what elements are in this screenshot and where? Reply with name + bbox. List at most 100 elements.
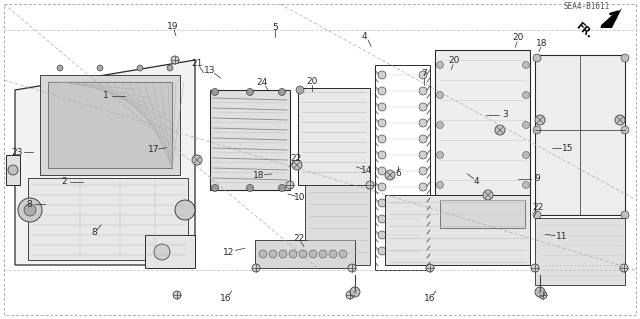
Circle shape	[531, 264, 539, 272]
Text: 7: 7	[421, 69, 426, 78]
Circle shape	[57, 65, 63, 71]
Circle shape	[366, 181, 374, 189]
Circle shape	[24, 204, 36, 216]
Text: 22: 22	[532, 203, 543, 212]
Circle shape	[522, 152, 529, 159]
Text: 4: 4	[362, 32, 367, 41]
Circle shape	[252, 264, 260, 272]
Circle shape	[419, 247, 427, 255]
Text: FR.: FR.	[574, 20, 594, 40]
Circle shape	[621, 54, 629, 62]
Circle shape	[539, 291, 547, 299]
Circle shape	[348, 264, 356, 272]
Circle shape	[419, 135, 427, 143]
Circle shape	[436, 206, 444, 213]
Circle shape	[309, 250, 317, 258]
Circle shape	[426, 264, 434, 272]
Circle shape	[329, 250, 337, 258]
Text: 14: 14	[361, 166, 372, 175]
Polygon shape	[385, 195, 530, 265]
Circle shape	[378, 71, 386, 79]
Text: 16: 16	[220, 294, 231, 303]
Text: 22: 22	[290, 154, 301, 163]
Circle shape	[522, 92, 529, 99]
Text: 19: 19	[167, 22, 179, 31]
Polygon shape	[15, 60, 195, 265]
Text: 5: 5	[273, 23, 278, 32]
Polygon shape	[535, 55, 625, 215]
Circle shape	[419, 231, 427, 239]
Text: 9: 9	[535, 174, 540, 183]
Circle shape	[419, 151, 427, 159]
Circle shape	[278, 184, 285, 191]
Circle shape	[419, 167, 427, 175]
Circle shape	[378, 215, 386, 223]
Text: 20: 20	[449, 56, 460, 65]
Circle shape	[378, 183, 386, 191]
Circle shape	[259, 250, 267, 258]
Text: 3: 3	[503, 110, 508, 119]
Circle shape	[192, 155, 202, 165]
Polygon shape	[145, 235, 195, 268]
Text: 6: 6	[396, 169, 401, 178]
Text: 8: 8	[92, 228, 97, 237]
Circle shape	[522, 206, 529, 213]
Polygon shape	[600, 8, 622, 28]
Circle shape	[615, 115, 625, 125]
Circle shape	[436, 152, 444, 159]
Text: 20: 20	[513, 33, 524, 42]
Text: 17: 17	[148, 145, 159, 154]
Polygon shape	[210, 90, 290, 190]
Circle shape	[620, 264, 628, 272]
Polygon shape	[28, 178, 188, 260]
Text: 11: 11	[556, 232, 567, 241]
Circle shape	[522, 182, 529, 189]
Polygon shape	[48, 82, 172, 168]
Circle shape	[154, 244, 170, 260]
Circle shape	[319, 250, 327, 258]
Circle shape	[97, 65, 103, 71]
Polygon shape	[440, 200, 525, 228]
Circle shape	[419, 119, 427, 127]
Circle shape	[535, 115, 545, 125]
Text: 4: 4	[474, 177, 479, 186]
Circle shape	[211, 184, 218, 191]
Text: 1: 1	[103, 91, 108, 100]
Text: 16: 16	[424, 294, 436, 303]
Circle shape	[292, 160, 302, 170]
Circle shape	[246, 88, 253, 95]
Text: 18: 18	[536, 39, 548, 48]
Circle shape	[246, 184, 253, 191]
Circle shape	[8, 165, 18, 175]
Text: 8: 8	[26, 200, 31, 209]
Circle shape	[18, 198, 42, 222]
Circle shape	[137, 65, 143, 71]
Circle shape	[378, 167, 386, 175]
Text: 20: 20	[306, 77, 317, 86]
Circle shape	[286, 181, 294, 189]
Circle shape	[269, 250, 277, 258]
Circle shape	[378, 87, 386, 95]
Circle shape	[419, 215, 427, 223]
Text: 15: 15	[562, 144, 573, 153]
Text: SEA4-B1611: SEA4-B1611	[563, 2, 609, 11]
Circle shape	[419, 87, 427, 95]
Circle shape	[535, 287, 545, 297]
Circle shape	[483, 190, 493, 200]
Circle shape	[495, 125, 505, 135]
Polygon shape	[298, 88, 370, 185]
Circle shape	[378, 231, 386, 239]
Circle shape	[621, 126, 629, 134]
Polygon shape	[305, 185, 370, 265]
Circle shape	[296, 86, 304, 94]
Circle shape	[522, 122, 529, 129]
Circle shape	[378, 199, 386, 207]
Polygon shape	[535, 218, 625, 285]
Text: 2: 2	[61, 177, 67, 186]
Circle shape	[211, 88, 218, 95]
Polygon shape	[255, 240, 355, 268]
Circle shape	[385, 170, 395, 180]
Text: 22: 22	[293, 234, 305, 243]
Polygon shape	[40, 75, 180, 175]
Circle shape	[419, 103, 427, 111]
